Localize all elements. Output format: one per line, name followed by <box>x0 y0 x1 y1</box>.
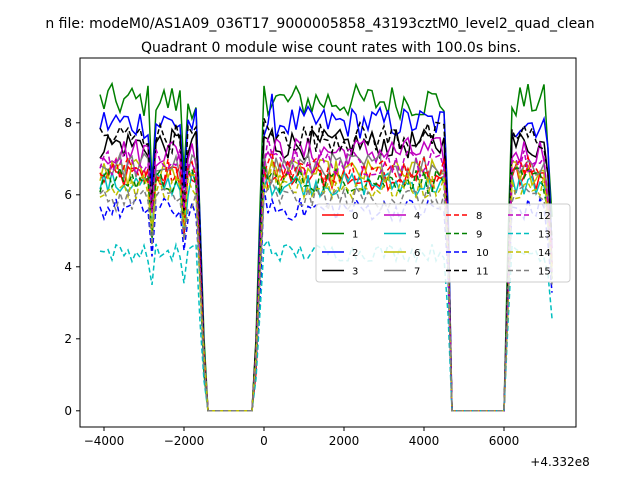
axes-frame <box>79 57 577 428</box>
x-tick-label: 2000 <box>329 434 360 448</box>
y-tick-label: 2 <box>64 332 72 346</box>
x-offset-label: +4.332e8 <box>530 455 589 469</box>
x-tick-label: −4000 <box>84 434 125 448</box>
suptitle: n file: modeM0/AS1A09_036T17_9000005858_… <box>45 16 594 32</box>
y-tick-label: 6 <box>64 188 72 202</box>
legend-label-6: 6 <box>414 248 420 259</box>
series-line-0 <box>99 161 553 412</box>
x-tick-label: 4000 <box>409 434 440 448</box>
series-line-12 <box>99 137 553 412</box>
legend-label-10: 10 <box>476 248 489 259</box>
legend-label-11: 11 <box>476 267 489 278</box>
legend-label-3: 3 <box>352 267 358 278</box>
legend-label-2: 2 <box>352 248 358 259</box>
legend-label-13: 13 <box>538 230 551 241</box>
legend-label-9: 9 <box>476 230 482 241</box>
legend-label-5: 5 <box>414 230 420 241</box>
series-line-11 <box>99 118 553 412</box>
legend-label-14: 14 <box>538 248 551 259</box>
series-line-9 <box>99 163 553 412</box>
y-tick-label: 4 <box>64 260 72 274</box>
chart-title: Quadrant 0 module wise count rates with … <box>141 40 521 56</box>
legend-label-0: 0 <box>352 211 358 222</box>
x-tick-label: −2000 <box>164 434 205 448</box>
x-tick-label: 0 <box>260 434 268 448</box>
y-tick-label: 8 <box>64 116 72 130</box>
legend-label-7: 7 <box>414 267 420 278</box>
y-tick-label: 0 <box>64 404 72 418</box>
series-line-15 <box>99 179 553 412</box>
x-axis: −4000 −2000 0 2000 4000 6000 <box>84 427 520 448</box>
legend-label-8: 8 <box>476 211 482 222</box>
legend-label-15: 15 <box>538 267 551 278</box>
legend-label-12: 12 <box>538 211 551 222</box>
series-line-8 <box>99 150 553 412</box>
legend-box <box>315 203 571 283</box>
legend-label-1: 1 <box>352 230 358 241</box>
x-tick-label: 6000 <box>489 434 520 448</box>
legend-label-4: 4 <box>414 211 420 222</box>
y-axis: 0 2 4 6 8 <box>64 116 80 418</box>
